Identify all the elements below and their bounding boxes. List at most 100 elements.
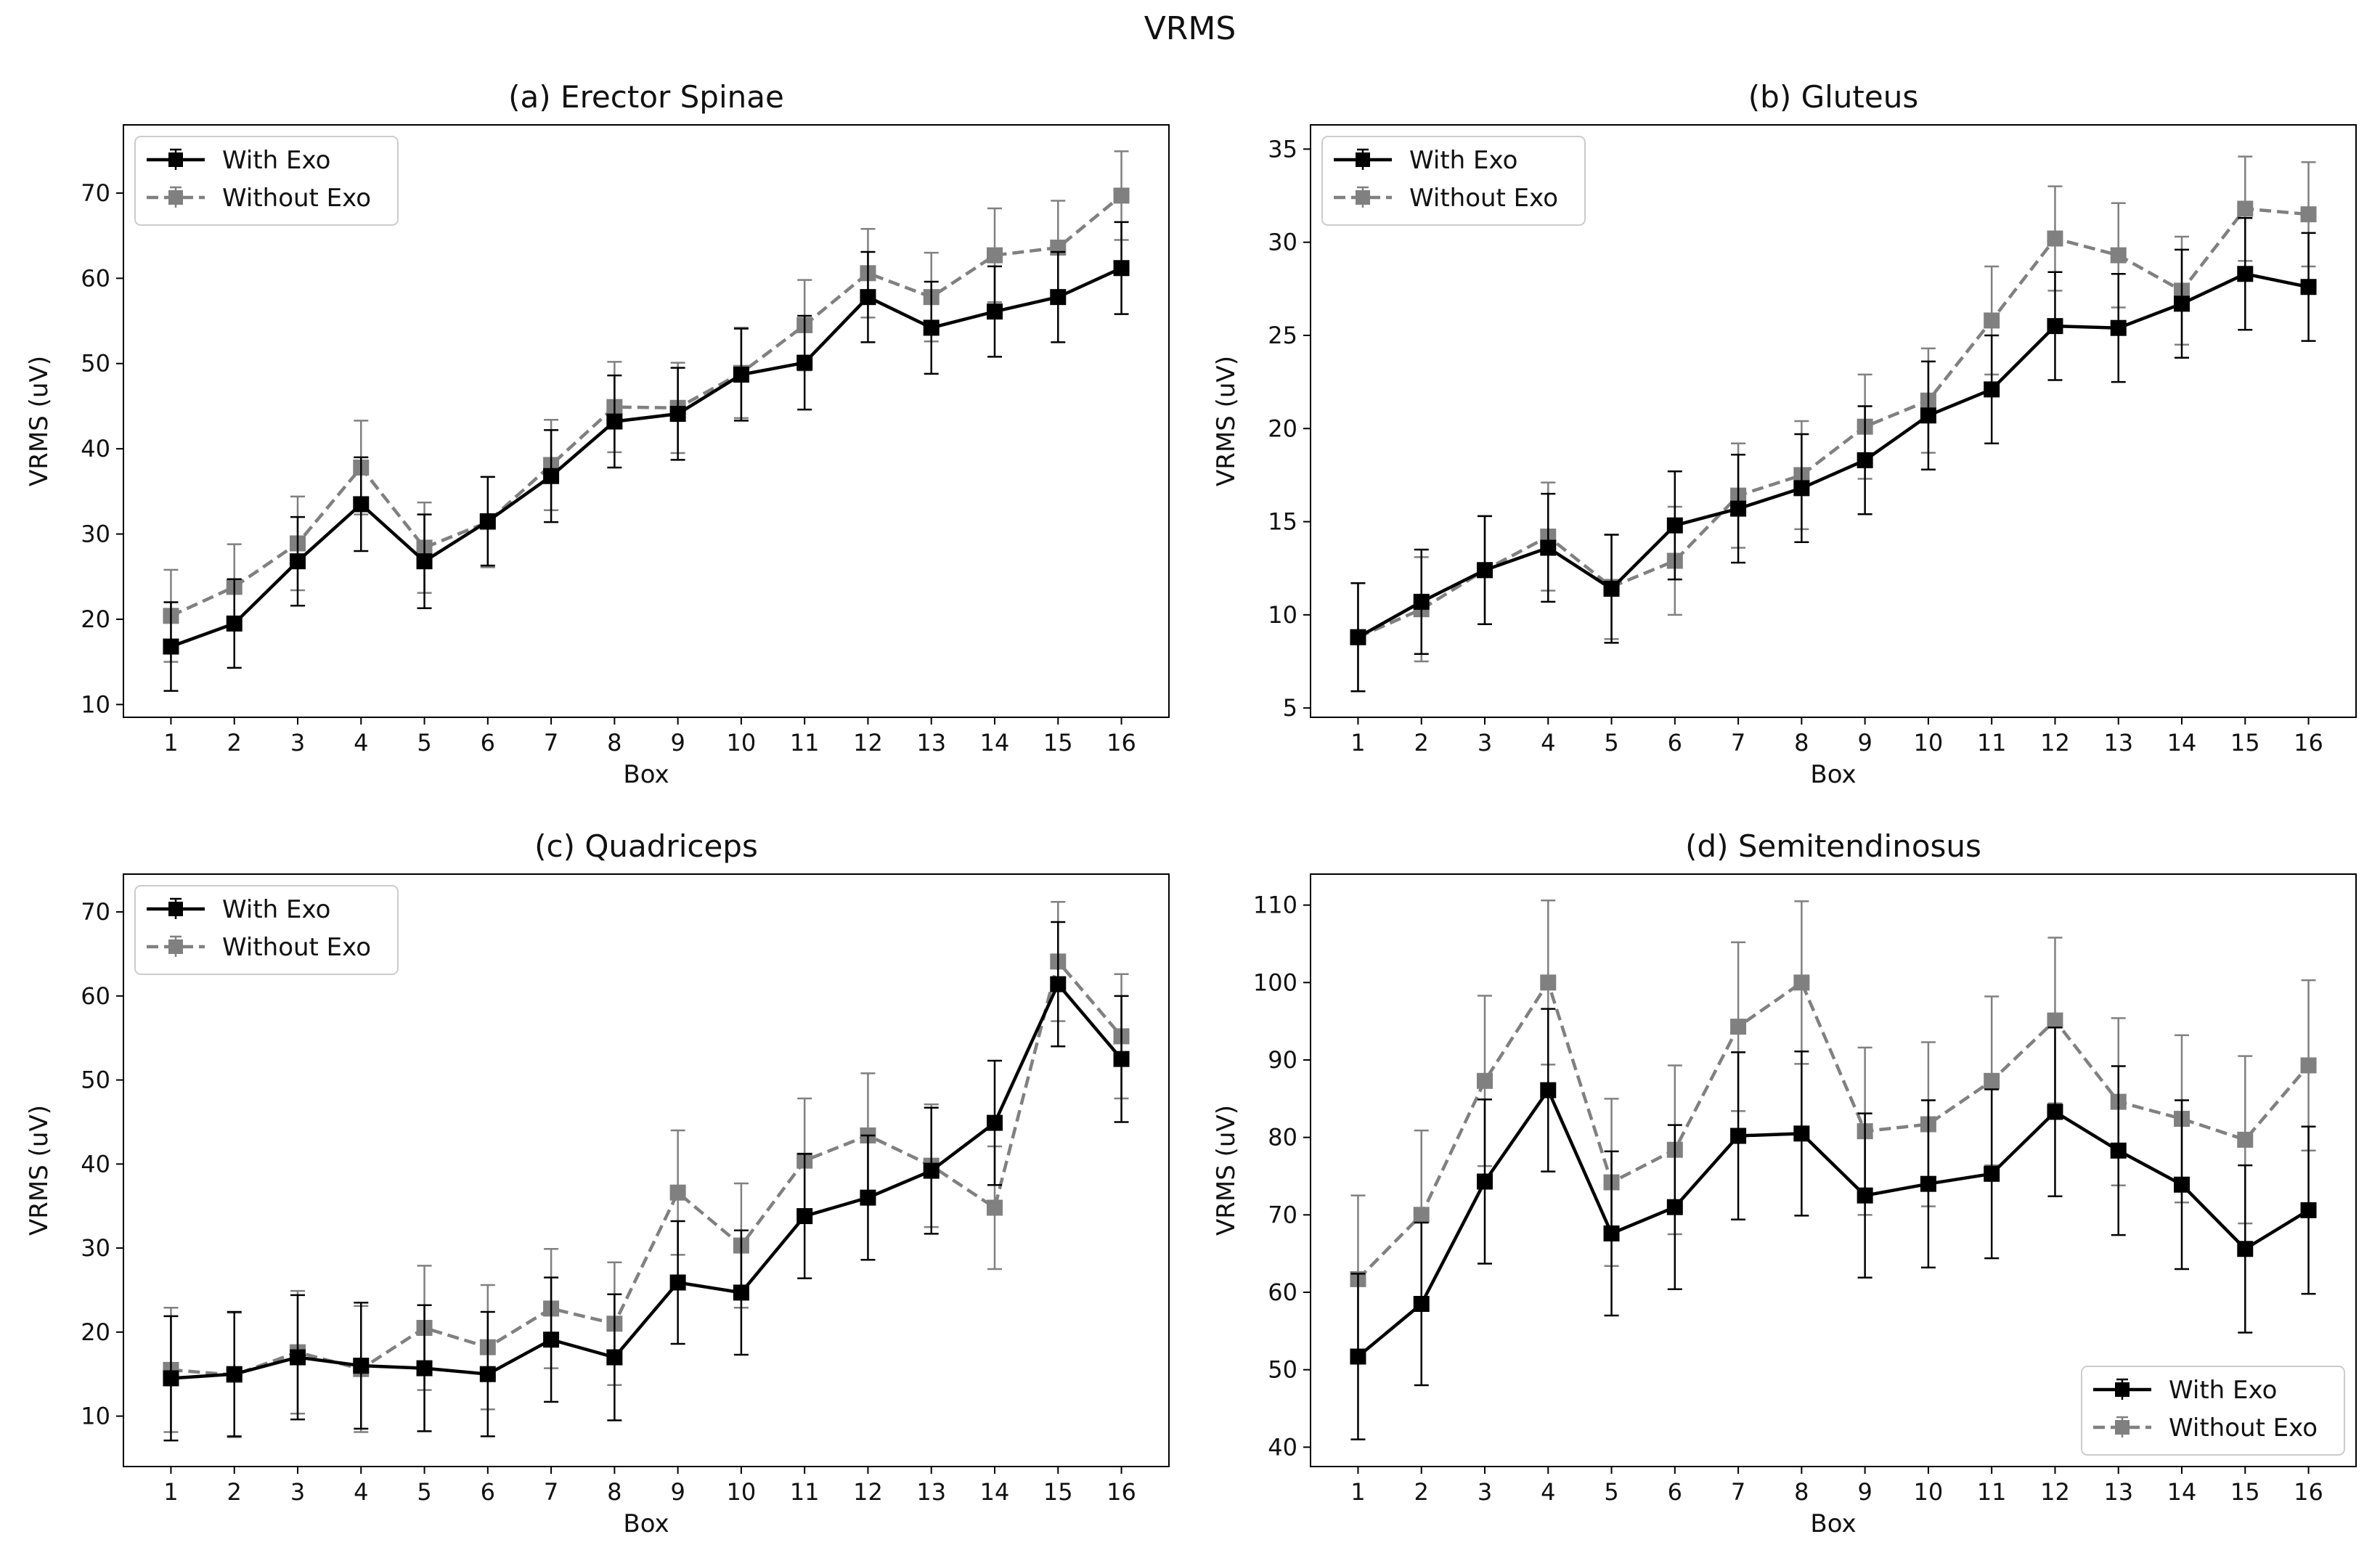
data-point (1666, 1199, 1683, 1215)
y-tick-label: 10 (1268, 601, 1297, 629)
x-tick-label: 10 (727, 729, 757, 757)
x-tick-label: 11 (1977, 1478, 2007, 1506)
x-tick-label: 2 (227, 1478, 242, 1506)
data-point (1350, 629, 1366, 645)
data-point (543, 1331, 560, 1348)
axes-frame (1310, 124, 2357, 718)
data-point (1793, 974, 1810, 991)
x-tick-label: 7 (1731, 729, 1745, 757)
y-tick-label: 40 (81, 435, 110, 462)
x-tick-label: 13 (916, 1478, 946, 1506)
series-without-exo (163, 900, 1130, 1438)
y-axis-label: VRMS (uV) (1212, 356, 1241, 486)
data-point (2300, 1202, 2317, 1218)
data-point (1730, 1019, 1747, 1035)
data-point (2110, 319, 2127, 336)
data-point (2300, 279, 2317, 295)
series-line (1357, 272, 2309, 639)
data-point (1477, 562, 1493, 579)
y-tick-label: 5 (1283, 694, 1297, 722)
series-line (170, 194, 1122, 618)
panel-title: (b) Gluteus (1748, 79, 1918, 115)
y-tick-label: 25 (1268, 322, 1297, 349)
panel-title: (d) Semitendinosus (1685, 828, 1981, 864)
data-point (1666, 517, 1683, 534)
chart-panel-3: 1 2 3 4 5 6 7 8 9 10 11 12 13 14 15 1610203040506070(c)… (25, 828, 1170, 1538)
x-tick-label: 9 (1857, 729, 1872, 757)
data-point (1857, 452, 1873, 468)
series-line (170, 266, 1122, 648)
series-line (171, 958, 1123, 1377)
legend-marker (168, 190, 183, 205)
x-tick-label: 12 (853, 729, 883, 757)
data-point (606, 1349, 623, 1366)
data-point (733, 1284, 749, 1301)
legend-label: Without Exo (1409, 184, 1558, 213)
data-point (669, 406, 686, 423)
series-line (1357, 1087, 2310, 1358)
data-point (669, 1274, 686, 1291)
y-tick-label: 70 (1268, 1201, 1297, 1228)
data-point (416, 553, 433, 570)
chart-panel-1: 1 2 3 4 5 6 7 8 9 10 11 12 13 14 15 1610203040506070(a)… (25, 79, 1170, 789)
data-point (1413, 1207, 1430, 1223)
chart-panel-4: 1 2 3 4 5 6 7 8 9 10 11 12 13 14 15 1640506070809010011… (1212, 828, 2357, 1538)
data-point (987, 1199, 1003, 1216)
legend-item: With Exo (147, 895, 330, 924)
data-point (1540, 974, 1557, 991)
x-tick-label: 10 (1914, 1478, 1944, 1506)
data-point (1793, 1125, 1810, 1142)
data-point (416, 1360, 433, 1377)
x-tick-label: 6 (1668, 1478, 1682, 1506)
data-point (923, 319, 940, 336)
data-point (796, 1208, 813, 1225)
x-tick-label: 3 (1478, 729, 1492, 757)
data-point (1984, 1072, 2000, 1089)
x-tick-label: 13 (2103, 729, 2133, 757)
y-tick-label: 10 (81, 690, 110, 718)
data-point (1730, 500, 1747, 517)
data-point (606, 413, 623, 430)
legend: With Exo Without Exo (1321, 136, 1586, 226)
axes-frame (123, 873, 1170, 1467)
y-tick-label: 50 (81, 1067, 110, 1094)
data-point (1113, 260, 1130, 277)
x-tick-label: 15 (1043, 1478, 1073, 1506)
x-tick-label: 11 (790, 1478, 820, 1506)
series-with-exo (1350, 1008, 2317, 1440)
y-tick-label: 20 (1268, 415, 1297, 442)
x-tick-label: 13 (916, 729, 946, 757)
x-axis-label: Box (1810, 760, 1856, 789)
series-with-exo (163, 221, 1130, 692)
panel-title: (a) Erector Spinae (508, 79, 784, 115)
data-point (2300, 206, 2317, 223)
series-without-exo (1350, 900, 2317, 1364)
data-point (1413, 593, 1430, 610)
x-tick-label: 14 (980, 1478, 1010, 1506)
data-point (1984, 381, 2000, 398)
x-tick-label: 10 (727, 1478, 757, 1506)
series-with-exo (1350, 217, 2317, 693)
x-tick-label: 12 (853, 1478, 883, 1506)
data-point (987, 1114, 1003, 1131)
chart-panel-2: 1 2 3 4 5 6 7 8 9 10 11 12 13 14 15 165101520253035(b) … (1212, 79, 2357, 789)
series-line (1356, 979, 2310, 1281)
x-tick-label: 12 (2040, 729, 2070, 757)
legend-label: Without Exo (2169, 1414, 2318, 1443)
data-point (2174, 295, 2190, 312)
data-point (923, 1162, 940, 1179)
legend-label: Without Exo (222, 933, 371, 962)
x-tick-label: 1 (1350, 1478, 1365, 1506)
data-point (353, 1358, 370, 1374)
legend-label: With Exo (2169, 1376, 2277, 1405)
legend-item: Without Exo (147, 184, 371, 213)
x-tick-label: 5 (417, 1478, 431, 1506)
panel-title: (c) Quadriceps (534, 828, 758, 864)
legend-marker (168, 939, 183, 954)
legend: With Exo Without Exo (134, 885, 399, 975)
x-tick-label: 6 (481, 729, 495, 757)
legend-marker (168, 902, 183, 916)
y-tick-label: 40 (81, 1150, 110, 1178)
data-point (479, 513, 496, 529)
